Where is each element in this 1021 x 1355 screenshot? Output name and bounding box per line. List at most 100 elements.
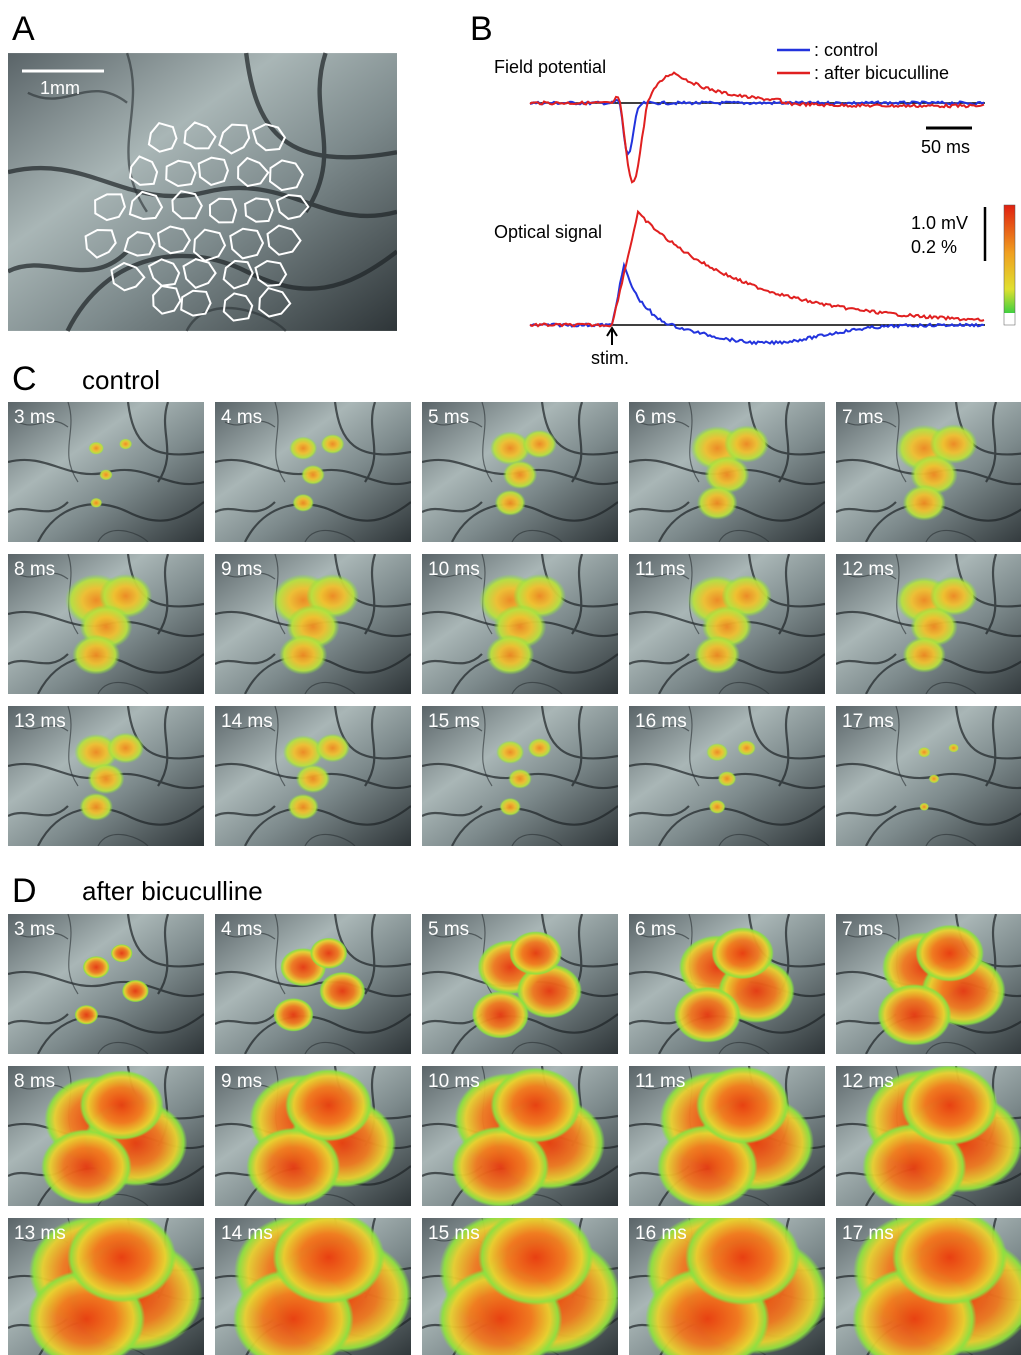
- frame-label: 14 ms: [221, 1223, 273, 1244]
- activity-blob: [111, 944, 133, 962]
- panel-label: D: [12, 872, 37, 910]
- activity-blob: [737, 740, 755, 755]
- activity-blob: [273, 998, 313, 1032]
- frame-label: 13 ms: [14, 711, 66, 732]
- activity-blob: [107, 733, 144, 764]
- trace-label: Optical signal: [494, 222, 602, 242]
- activity-blob: [674, 987, 741, 1043]
- activity-blob: [503, 461, 537, 490]
- frame-label: 7 ms: [842, 407, 883, 428]
- activity-blob: [901, 1065, 998, 1146]
- panel-label: C: [12, 360, 37, 398]
- activity-blob: [919, 803, 929, 811]
- activity-blob: [706, 743, 728, 761]
- frame-label: 8 ms: [14, 1071, 55, 1092]
- activity-blob: [496, 741, 524, 764]
- panel-label: A: [12, 10, 35, 48]
- frame-label: 11 ms: [635, 1071, 685, 1092]
- activity-blob: [310, 938, 347, 969]
- activity-blob: [929, 774, 940, 783]
- frame-label: 17 ms: [842, 711, 894, 732]
- frame-label: 15 ms: [428, 711, 480, 732]
- activity-blob: [88, 442, 104, 455]
- frame-label: 5 ms: [428, 919, 469, 940]
- legend-label: : control: [814, 40, 878, 60]
- frame-label: 14 ms: [221, 711, 273, 732]
- activity-blob: [697, 486, 738, 520]
- activity-blob: [696, 1066, 790, 1144]
- activity-blob: [75, 1005, 99, 1025]
- activity-blob: [718, 771, 736, 786]
- activity-blob: [273, 1210, 385, 1304]
- activity-blob: [319, 972, 365, 1010]
- activity-blob: [918, 747, 930, 757]
- activity-blob: [711, 927, 773, 979]
- frame-label: 4 ms: [221, 919, 262, 940]
- frame-label: 15 ms: [428, 1223, 480, 1244]
- scale-label: 1mm: [40, 78, 80, 98]
- activity-blob: [495, 490, 526, 516]
- frame-label: 10 ms: [428, 559, 480, 580]
- traces: [530, 73, 984, 344]
- figure: A 1mm B Field potential Optical signal :…: [0, 0, 1021, 1355]
- activity-blob: [292, 494, 314, 512]
- legend-label: : after bicuculline: [814, 63, 949, 83]
- panel-label: B: [470, 10, 493, 48]
- optical-trace: [530, 265, 984, 344]
- activity-blob: [528, 738, 552, 758]
- field-trace: [530, 100, 984, 154]
- activity-blob: [948, 744, 959, 753]
- activity-blob: [903, 637, 946, 673]
- activity-blob: [122, 980, 149, 1002]
- frame-label: 9 ms: [221, 559, 262, 580]
- activity-blob: [289, 437, 317, 460]
- activity-blob: [90, 498, 102, 508]
- activity-blob: [508, 769, 532, 789]
- activity-blob: [903, 485, 946, 521]
- panel-title: control: [82, 365, 160, 395]
- scale-label: 1.0 mV: [911, 213, 968, 233]
- frame-label: 10 ms: [428, 1071, 480, 1092]
- stim-arrow: [607, 328, 617, 345]
- frame-label: 3 ms: [14, 919, 55, 940]
- frame-label: 17 ms: [842, 1223, 894, 1244]
- frame-label: 11 ms: [635, 559, 685, 580]
- page: {"panels": { "A": {"label": "A", "scale_…: [0, 0, 1021, 1355]
- field-trace: [530, 73, 984, 183]
- activity-blob: [80, 1070, 164, 1140]
- activity-blob: [709, 800, 726, 814]
- activity-blob: [288, 794, 319, 820]
- frame-label: 7 ms: [842, 919, 883, 940]
- frame-label: 12 ms: [842, 559, 894, 580]
- activity-blob: [285, 1069, 372, 1142]
- activity-blob: [99, 469, 112, 480]
- activity-blob: [490, 1068, 580, 1143]
- frame-label: 12 ms: [842, 1071, 894, 1092]
- activity-blob: [321, 434, 345, 454]
- activity-blob: [694, 636, 740, 674]
- activity-blob: [472, 991, 529, 1039]
- activity-blob: [119, 439, 132, 450]
- activity-blob: [509, 931, 562, 975]
- color-bar: [1004, 205, 1015, 325]
- activity-blob: [88, 763, 125, 794]
- scale-label: 50 ms: [921, 137, 970, 157]
- scale-label: 0.2 %: [911, 237, 957, 257]
- activity-blob: [486, 635, 534, 675]
- frame-label: 3 ms: [14, 407, 55, 428]
- activity-blob: [915, 925, 984, 982]
- activity-blob: [301, 465, 325, 485]
- activity-blob: [72, 635, 120, 675]
- activity-blob: [522, 430, 556, 459]
- frame-label: 5 ms: [428, 407, 469, 428]
- activity-blob: [315, 734, 349, 763]
- stim-label: stim.: [591, 348, 629, 368]
- frame-label: 6 ms: [635, 919, 676, 940]
- frame-label: 4 ms: [221, 407, 262, 428]
- activity-blob: [296, 765, 330, 794]
- frame-label: 6 ms: [635, 407, 676, 428]
- frame-label: 13 ms: [14, 1223, 66, 1244]
- activity-blob: [279, 635, 327, 675]
- frame-label: 16 ms: [635, 1223, 687, 1244]
- activity-blob: [67, 1212, 176, 1303]
